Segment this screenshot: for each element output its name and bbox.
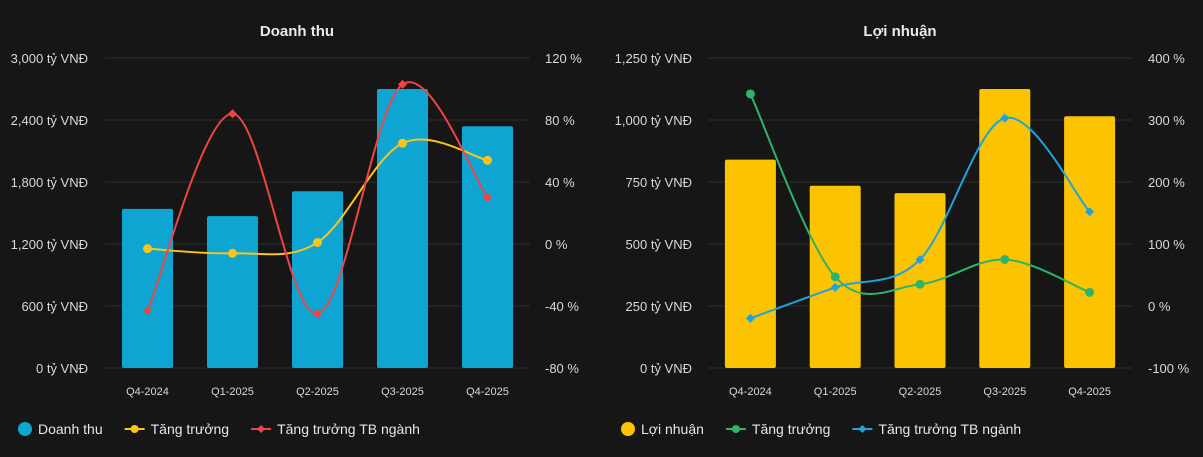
y-right-tick-label: 200 % xyxy=(1148,175,1185,190)
data-point[interactable] xyxy=(143,306,152,316)
data-point[interactable] xyxy=(398,79,407,89)
data-point[interactable] xyxy=(228,109,237,119)
legend-item[interactable]: Doanh thu xyxy=(18,421,103,437)
series-line xyxy=(749,93,1090,295)
y-left-tick-label: 3,000 tỷ VNĐ xyxy=(11,51,88,66)
y-left-tick-label: 600 tỷ VNĐ xyxy=(22,299,88,314)
y-right-tick-label: 0 % xyxy=(1148,299,1171,314)
legend-item[interactable]: Lợi nhuận xyxy=(621,421,704,437)
bar[interactable] xyxy=(122,208,173,368)
data-point[interactable] xyxy=(1085,287,1095,297)
bar[interactable] xyxy=(292,191,343,368)
x-tick-label: Q4-2025 xyxy=(1068,386,1111,398)
revenue-chart-panel: Doanh thu 0 tỷ VNĐ 600 tỷ VNĐ 1,200 tỷ VNĐ 1… xyxy=(11,23,583,437)
y-left-tick-label: 1,800 tỷ VNĐ xyxy=(11,175,88,190)
bar[interactable] xyxy=(1064,116,1116,368)
legend-label: Doanh thu xyxy=(38,421,103,437)
y-right-tick-label: 0 % xyxy=(545,237,568,252)
bar[interactable] xyxy=(377,89,428,368)
y-right-tick-label: 300 % xyxy=(1148,113,1185,128)
y-right-tick-label: -80 % xyxy=(545,361,579,376)
data-point[interactable] xyxy=(745,89,755,99)
data-point[interactable] xyxy=(745,313,755,323)
chart-title: Doanh thu xyxy=(260,23,334,40)
legend-label: Tăng trưởng xyxy=(151,421,229,437)
y-left-tick-label: 250 tỷ VNĐ xyxy=(626,299,692,314)
legend-swatch xyxy=(621,422,635,436)
y-right-tick-label: 120 % xyxy=(545,51,582,66)
legend-item[interactable]: Tăng trưởng xyxy=(725,421,830,437)
y-right-tick-label: 400 % xyxy=(1148,51,1185,66)
y-right-tick-label: 100 % xyxy=(1148,237,1185,252)
data-point[interactable] xyxy=(228,248,237,258)
x-tick-label: Q3-2025 xyxy=(381,386,424,398)
y-left-tick-label: 1,000 tỷ VNĐ xyxy=(615,113,692,128)
y-left-tick-label: 500 tỷ VNĐ xyxy=(626,237,692,252)
series-line xyxy=(750,116,1091,320)
y-left-tick-label: 2,400 tỷ VNĐ xyxy=(11,113,88,128)
y-left-tick-label: 1,250 tỷ VNĐ xyxy=(615,51,692,66)
data-point[interactable] xyxy=(915,255,925,264)
profit-chart-panel: Lợi nhuận 0 tỷ VNĐ 250 tỷ VNĐ 500 tỷ VNĐ 750… xyxy=(615,23,1190,437)
data-point[interactable] xyxy=(483,155,492,165)
y-left-tick-label: 750 tỷ VNĐ xyxy=(626,175,692,190)
bar[interactable] xyxy=(207,216,258,368)
data-point[interactable] xyxy=(830,272,840,282)
bar[interactable] xyxy=(462,126,513,368)
legend-swatch-marker xyxy=(130,425,139,433)
chart-title: Lợi nhuận xyxy=(863,23,936,40)
bar[interactable] xyxy=(979,89,1031,368)
data-point[interactable] xyxy=(398,138,407,148)
x-tick-label: Q2-2025 xyxy=(296,386,339,398)
x-tick-label: Q4-2025 xyxy=(466,386,509,398)
legend-swatch-marker xyxy=(731,425,740,433)
x-tick-label: Q2-2025 xyxy=(899,386,942,398)
data-point[interactable] xyxy=(313,309,322,319)
legend-item[interactable]: Tăng trưởng TB ngành xyxy=(251,421,420,437)
data-point[interactable] xyxy=(313,237,322,247)
y-right-tick-label: -100 % xyxy=(1148,361,1190,376)
x-tick-label: Q1-2025 xyxy=(211,386,254,398)
x-tick-label: Q4-2024 xyxy=(126,386,169,398)
data-point[interactable] xyxy=(915,279,925,289)
y-left-tick-label: 0 tỷ VNĐ xyxy=(640,361,692,376)
y-right-tick-label: -40 % xyxy=(545,299,579,314)
legend-label: Tăng trưởng TB ngành xyxy=(277,421,420,437)
x-tick-label: Q1-2025 xyxy=(814,386,857,398)
legend-item[interactable]: Tăng trưởng xyxy=(124,421,229,437)
legend-swatch-marker xyxy=(858,425,867,433)
data-point[interactable] xyxy=(1085,207,1095,217)
data-point[interactable] xyxy=(1000,113,1010,123)
data-point[interactable] xyxy=(143,244,152,254)
legend-item[interactable]: Tăng trưởng TB ngành xyxy=(852,421,1021,437)
data-point[interactable] xyxy=(1000,255,1010,264)
legend-swatch-marker xyxy=(257,425,266,433)
data-point[interactable] xyxy=(483,193,492,202)
legend-swatch xyxy=(18,422,32,436)
y-right-tick-label: 40 % xyxy=(545,175,575,190)
legend-label: Lợi nhuận xyxy=(641,421,704,437)
x-tick-label: Q3-2025 xyxy=(983,386,1026,398)
legend-label: Tăng trưởng xyxy=(752,421,830,437)
x-tick-label: Q4-2024 xyxy=(729,386,772,398)
legend-label: Tăng trưởng TB ngành xyxy=(878,421,1021,437)
bar[interactable] xyxy=(724,159,776,368)
data-point[interactable] xyxy=(830,282,840,292)
y-left-tick-label: 1,200 tỷ VNĐ xyxy=(11,237,88,252)
y-right-tick-label: 80 % xyxy=(545,113,575,128)
y-left-tick-label: 0 tỷ VNĐ xyxy=(36,361,88,376)
